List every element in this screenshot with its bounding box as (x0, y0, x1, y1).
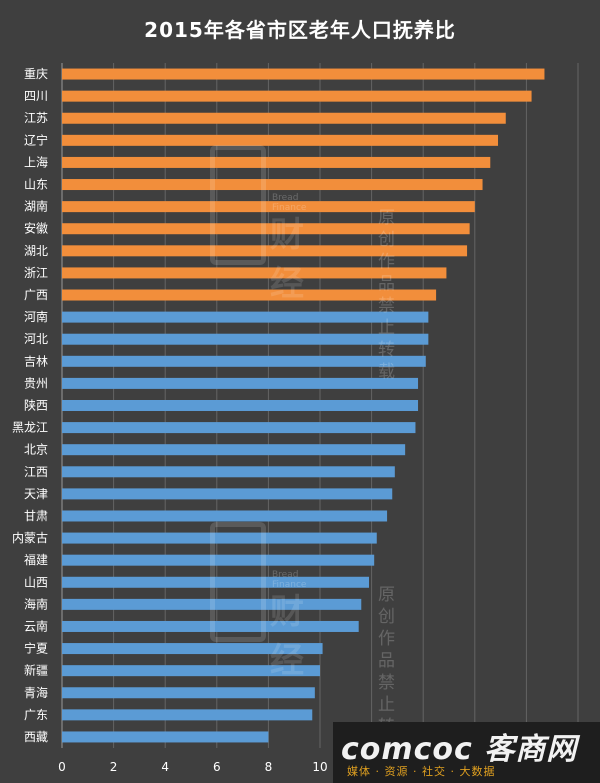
category-label: 山东 (24, 178, 48, 192)
bar-25 (62, 598, 362, 610)
category-label: 河南 (24, 309, 48, 324)
x-tick-label: 6 (213, 760, 221, 774)
category-label: 云南 (24, 618, 48, 633)
category-label: 青海 (24, 685, 48, 700)
x-tick-label: 2 (110, 760, 118, 774)
category-label: 山西 (24, 575, 48, 589)
category-label: 内蒙古 (12, 530, 48, 545)
bar-7 (62, 201, 475, 213)
bar-21 (62, 510, 388, 522)
category-label: 湖北 (24, 243, 48, 258)
bar-18 (62, 444, 406, 456)
bar-31 (62, 731, 269, 743)
category-label: 吉林 (24, 354, 48, 368)
bar-12 (62, 311, 429, 323)
bar-15 (62, 377, 419, 389)
bar-6 (62, 179, 483, 191)
bar-22 (62, 532, 377, 544)
category-label: 安徽 (24, 221, 48, 236)
category-label: 海南 (24, 596, 48, 611)
category-label: 福建 (24, 552, 48, 567)
bar-1 (62, 68, 545, 80)
bar-3 (62, 112, 506, 124)
category-label: 新疆 (24, 663, 48, 678)
bar-17 (62, 422, 416, 434)
bar-30 (62, 709, 313, 721)
category-label: 广东 (24, 708, 48, 722)
category-label: 陕西 (24, 398, 48, 413)
bar-27 (62, 643, 323, 655)
x-tick-label: 8 (265, 760, 273, 774)
bar-11 (62, 289, 437, 301)
bar-10 (62, 267, 447, 279)
bar-8 (62, 223, 470, 235)
corner-logo: comcoc 客商网 媒体 · 资源 · 社交 · 大数据 (333, 722, 600, 783)
bar-2 (62, 90, 532, 102)
category-label: 重庆 (24, 67, 48, 81)
category-label: 河北 (24, 332, 48, 346)
category-label: 江苏 (24, 111, 48, 125)
category-label: 甘肃 (24, 509, 48, 523)
bar-28 (62, 665, 320, 677)
corner-logo-slogan: 媒体 · 资源 · 社交 · 大数据 (347, 765, 496, 778)
category-label: 广西 (24, 288, 48, 302)
x-tick-label: 4 (161, 760, 169, 774)
bar-16 (62, 400, 419, 411)
category-label: 上海 (24, 154, 48, 169)
chart-title: 2015年各省市区老年人口抚养比 (144, 18, 456, 42)
bar-26 (62, 620, 359, 632)
bar-24 (62, 576, 370, 588)
category-label: 湖南 (24, 199, 48, 214)
bar-13 (62, 333, 429, 345)
bar-5 (62, 156, 491, 168)
category-label: 浙江 (24, 266, 48, 280)
category-label: 辽宁 (24, 132, 48, 147)
category-label: 西藏 (24, 730, 48, 744)
category-label: 贵州 (24, 376, 48, 390)
x-tick-label: 0 (58, 760, 66, 774)
corner-logo-brand: comcoc 客商网 (341, 732, 578, 767)
x-tick-label: 10 (312, 760, 327, 774)
bar-9 (62, 245, 468, 257)
category-label: 北京 (24, 443, 48, 457)
bar-19 (62, 466, 395, 478)
bar-20 (62, 488, 393, 500)
category-label: 宁夏 (24, 641, 48, 656)
category-label: 黑龙江 (12, 421, 48, 435)
category-label: 江西 (24, 465, 48, 479)
category-label: 四川 (24, 89, 48, 103)
category-label: 天津 (24, 487, 48, 501)
bar-14 (62, 355, 426, 367)
bar-23 (62, 554, 375, 566)
bar-4 (62, 134, 499, 146)
bar-29 (62, 687, 315, 699)
